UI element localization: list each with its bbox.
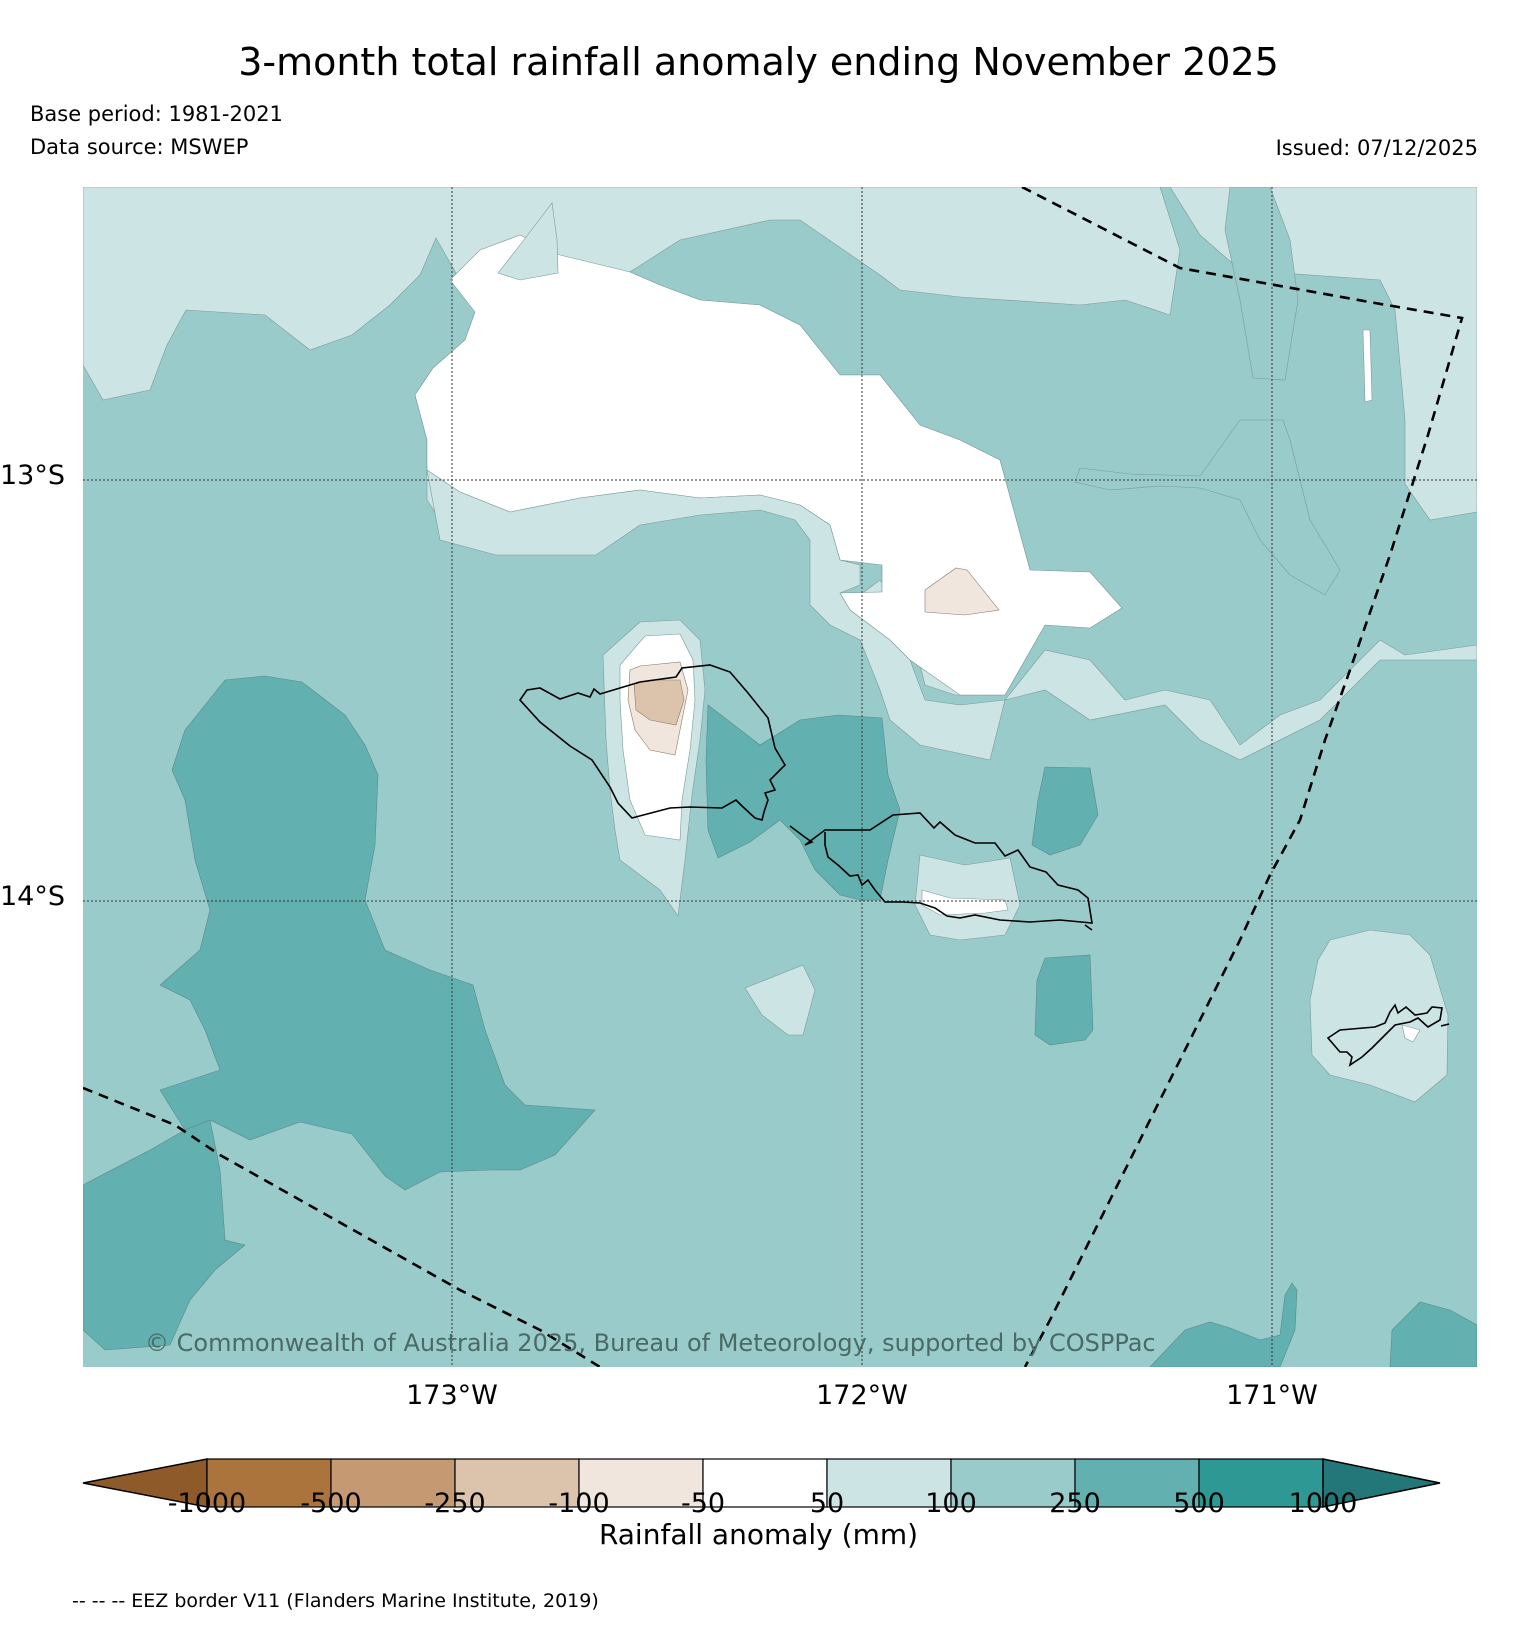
longitude-label-172w: 172°W xyxy=(816,1380,908,1411)
anomaly-patch-250-500-east-2 xyxy=(1034,954,1094,1046)
anomaly-region-250-500-west xyxy=(159,675,596,1191)
colorbar-tick-label: -100 xyxy=(548,1488,610,1519)
colorbar-tick-label: -50 xyxy=(680,1488,726,1519)
eez-border-north xyxy=(1021,187,1464,1367)
colorbar-swatch xyxy=(1074,1458,1200,1508)
longitude-label-171w: 171°W xyxy=(1226,1380,1318,1411)
copyright-notice: © Commonwealth of Australia 2025, Bureau… xyxy=(145,1329,1156,1357)
colorbar-extend-high xyxy=(1322,1458,1441,1508)
colorbar-tick-label: 50 xyxy=(809,1488,845,1519)
colorbar-tick-label: -250 xyxy=(424,1488,486,1519)
latitude-label-13s: 13°S xyxy=(0,460,65,491)
anomaly-region-50-100-north-lower xyxy=(426,469,1477,761)
anomaly-patch-250-500-south-2 xyxy=(1389,1301,1477,1367)
anomaly-patch-50-100-south xyxy=(744,964,816,1036)
colorbar-swatch xyxy=(330,1458,456,1508)
anomaly-patch-50-100-top xyxy=(497,202,559,281)
colorbar-swatch xyxy=(826,1458,952,1508)
colorbar-swatch xyxy=(454,1458,580,1508)
colorbar-tick-label: 1000 xyxy=(1288,1488,1358,1519)
anomaly-region-250-500-central xyxy=(705,704,901,901)
coastline-tutuila-tail xyxy=(1440,1023,1450,1027)
anomaly-patch-neutral-tutuila xyxy=(1401,1024,1421,1043)
map-title: 3-month total rainfall anomaly ending No… xyxy=(238,40,1279,84)
coastline-upolu xyxy=(789,812,1093,924)
anomaly-patch-250-500-east-1 xyxy=(1031,766,1099,856)
latitude-label-14s: 14°S xyxy=(0,881,65,912)
anomaly-patch-neg50-north xyxy=(924,567,1000,616)
data-source: Data source: MSWEP xyxy=(30,135,249,159)
eez-footnote: -- -- -- EEZ border V11 (Flanders Marine… xyxy=(72,1590,599,1612)
eez-borders xyxy=(83,187,1464,1367)
colorbar-swatch xyxy=(1198,1458,1324,1508)
graticule xyxy=(83,187,1477,1367)
issued-date: Issued: 07/12/2025 xyxy=(1275,136,1478,160)
coastline-upolu-tail xyxy=(1084,924,1093,931)
eez-border-southwest xyxy=(83,1086,601,1367)
anomaly-region-250-500-southwest xyxy=(83,1119,246,1351)
coastlines xyxy=(518,664,1450,1067)
anomaly-region-50-100-tutuila xyxy=(1309,929,1449,1103)
anomaly-patch-250-500-south-1 xyxy=(1149,1282,1298,1367)
anomaly-region-100-250-east xyxy=(1074,419,1341,596)
anomaly-patch-neutral-east xyxy=(1362,329,1373,403)
longitude-label-173w: 173°W xyxy=(406,1380,498,1411)
colorbar-tick-label: -1000 xyxy=(167,1488,247,1519)
colorbar-tick-label: 100 xyxy=(925,1488,977,1519)
coastline-tutuila xyxy=(1326,1003,1443,1067)
colorbar xyxy=(82,1458,1441,1508)
colorbar-title: Rainfall anomaly (mm) xyxy=(598,1518,919,1551)
coastline-savaii xyxy=(518,664,787,821)
colorbar-tick-label: 250 xyxy=(1049,1488,1101,1519)
anomaly-region-neutral-upolu xyxy=(921,889,1009,916)
colorbar-tick-label: -500 xyxy=(300,1488,362,1519)
colorbar-swatch xyxy=(578,1458,704,1508)
colorbar-tick-label: 500 xyxy=(1173,1488,1225,1519)
colorbar-swatch xyxy=(206,1458,332,1508)
base-period: Base period: 1981-2021 xyxy=(30,102,283,126)
